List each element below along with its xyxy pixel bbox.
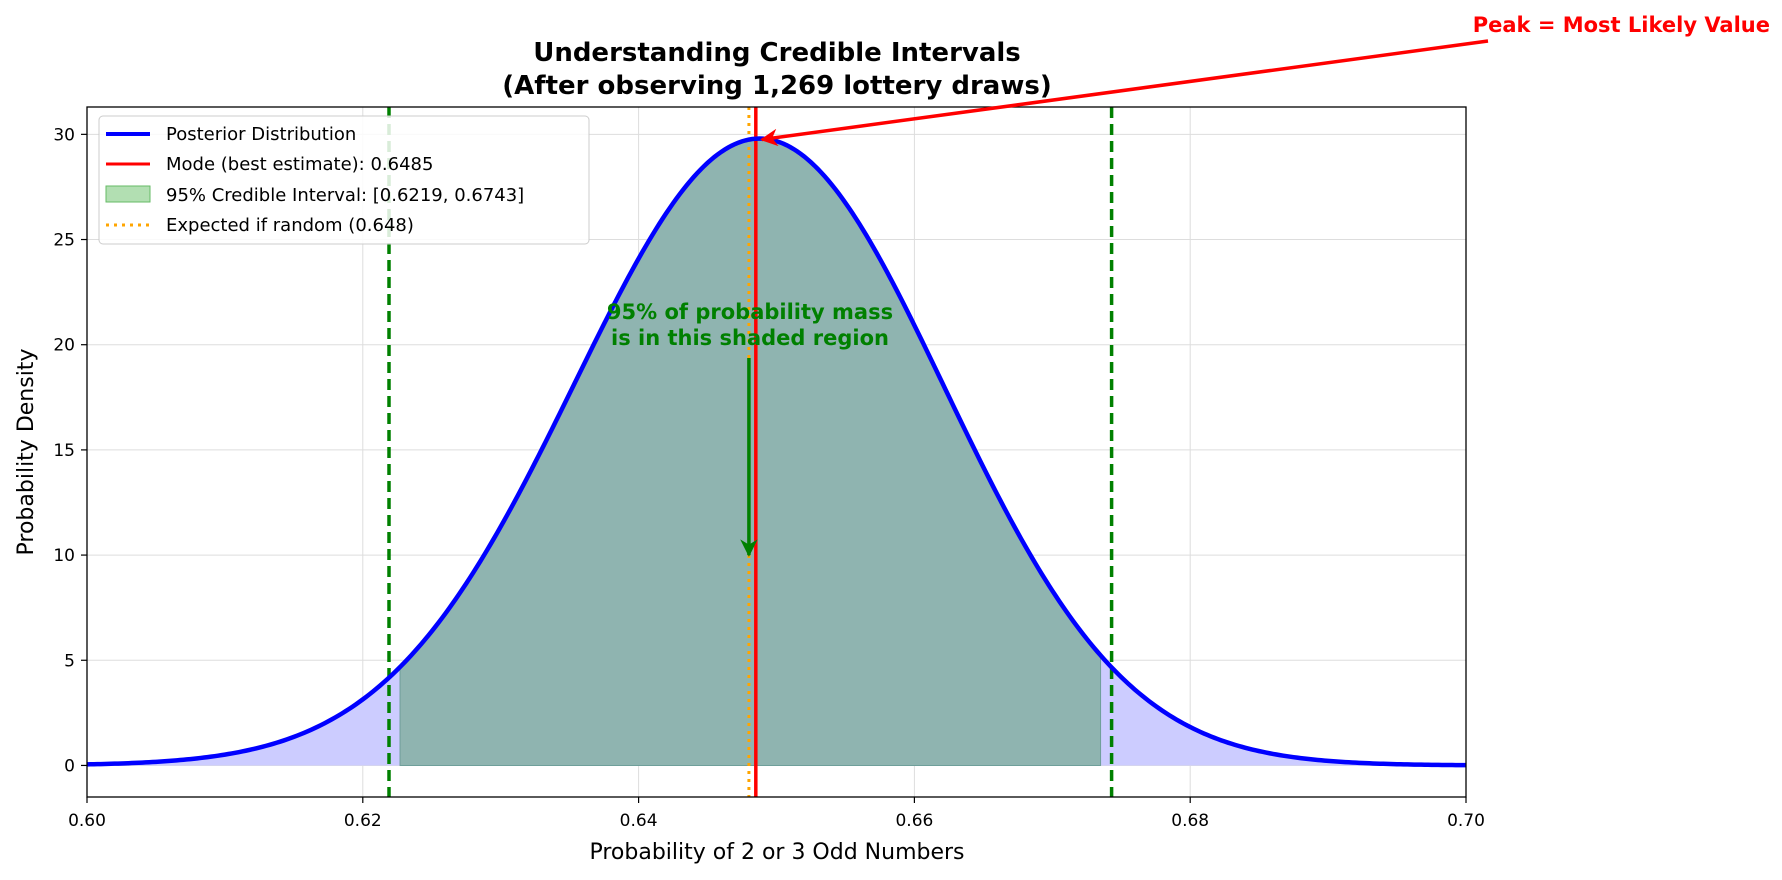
- peak-arrow: [760, 39, 1489, 147]
- annotation-arrows: [740, 39, 1489, 557]
- x-axis-label: Probability of 2 or 3 Odd Numbers: [589, 840, 964, 865]
- chart-title-line2: (After observing 1,269 lottery draws): [502, 71, 1051, 101]
- y-axis-label: Probability Density: [14, 349, 39, 556]
- x-tick-label: 0.66: [895, 811, 933, 831]
- shaded-region-annotation-line1: 95% of probability mass: [607, 300, 893, 324]
- y-tick-label: 30: [53, 125, 75, 145]
- x-tick-label: 0.62: [344, 811, 382, 831]
- y-tick-label: 10: [53, 546, 75, 566]
- x-tick-label: 0.70: [1447, 811, 1485, 831]
- chart-title-line1: Understanding Credible Intervals: [533, 38, 1021, 68]
- legend-label-posterior: Posterior Distribution: [166, 124, 356, 145]
- y-tick-label: 15: [53, 441, 75, 461]
- axis-ticks: 0.60 0.62 0.64 0.66 0.68 0.70 0 5 10 15 20 25 30: [53, 125, 1485, 831]
- legend-label-ci: 95% Credible Interval: [0.6219, 0.6743]: [166, 185, 524, 206]
- legend-box: [98, 115, 590, 245]
- peak-annotation: Peak = Most Likely Value: [1473, 13, 1770, 37]
- plot-frame: [86, 106, 1467, 798]
- x-tick-label: 0.68: [1171, 811, 1209, 831]
- legend: Posterior Distribution Mode (best estima…: [98, 115, 590, 245]
- y-tick-label: 25: [53, 231, 75, 251]
- legend-swatch-ci: [105, 185, 151, 203]
- y-tick-label: 20: [53, 336, 75, 356]
- x-tick-label: 0.60: [68, 811, 106, 831]
- y-tick-label: 5: [64, 651, 75, 671]
- legend-label-mode: Mode (best estimate): 0.6485: [166, 154, 433, 175]
- legend-label-expected: Expected if random (0.648): [166, 215, 414, 236]
- shaded-region-annotation-line2: is in this shaded region: [611, 326, 889, 350]
- y-tick-label: 0: [64, 756, 75, 776]
- x-tick-label: 0.64: [620, 811, 658, 831]
